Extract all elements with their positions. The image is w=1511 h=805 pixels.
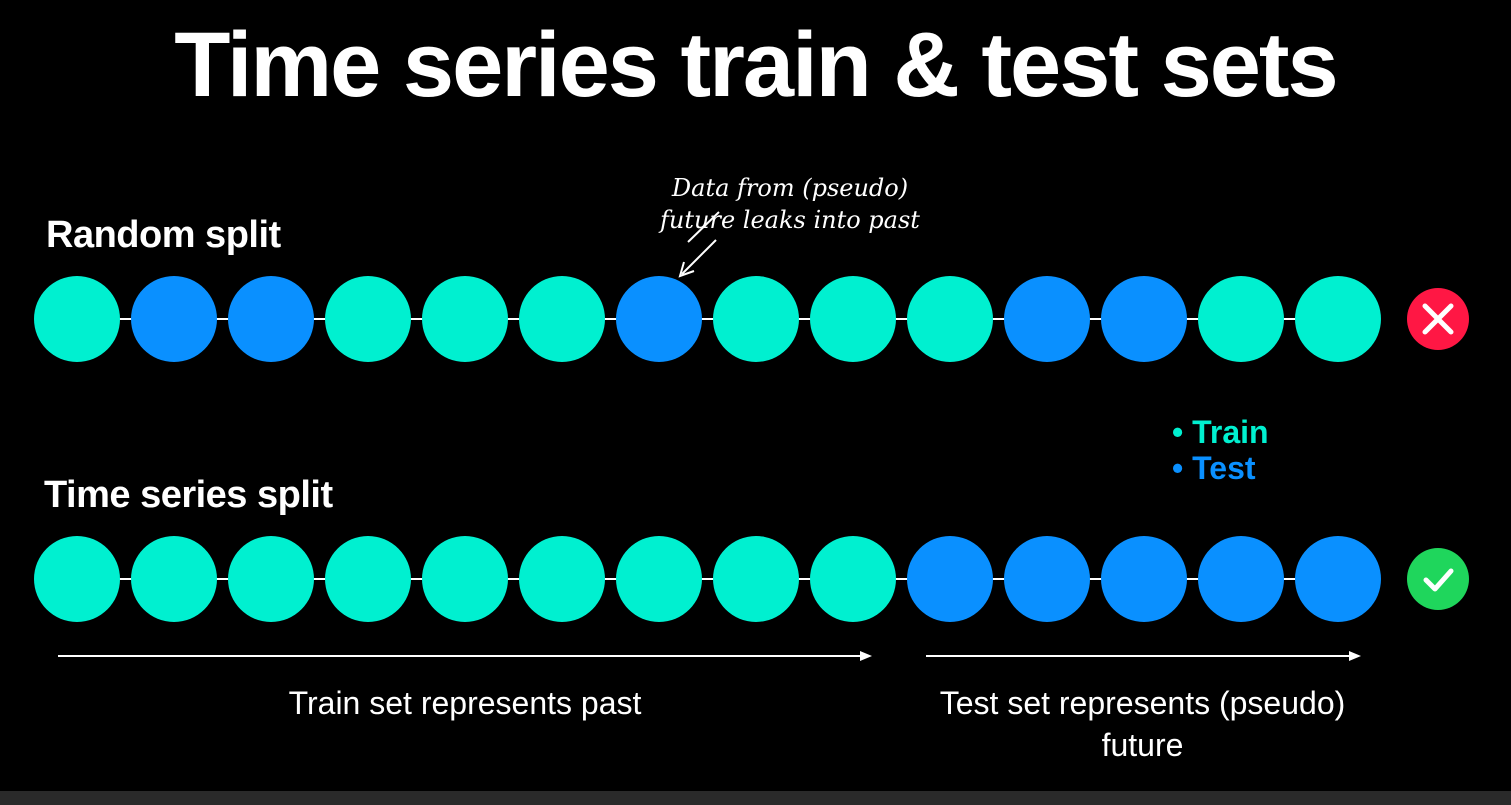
test-arrow-label: Test set represents (pseudo) future: [939, 685, 1346, 763]
legend-test: • Test: [1172, 450, 1256, 486]
train-arrow-head: [860, 651, 872, 661]
random-split-point-test: [131, 276, 217, 362]
correct-check-mark: [1423, 568, 1454, 592]
legend-test-label: Test: [1192, 450, 1256, 486]
correct-icon: [1407, 548, 1469, 610]
time-series-split-label: Time series split: [44, 474, 333, 516]
time-series-split-point-train: [810, 536, 896, 622]
time-series-split-point-train: [519, 536, 605, 622]
random-split-point-test: [228, 276, 314, 362]
time-series-split-point-train: [131, 536, 217, 622]
incorrect-icon: [1407, 288, 1469, 350]
random-split-point-train: [713, 276, 799, 362]
random-split-point-train: [810, 276, 896, 362]
test-period-arrow: [926, 651, 1361, 661]
random-split-point-train: [1295, 276, 1381, 362]
legend-train: • Train: [1172, 414, 1269, 450]
random-split-row: [34, 276, 1381, 362]
time-series-split-point-test: [1295, 536, 1381, 622]
leak-annotation-line-1: Data from (pseudo): [671, 174, 909, 202]
legend: • Train • Test: [1172, 414, 1269, 486]
leak-annotation-line-2: future leaks into past: [660, 206, 920, 234]
correct-badge: [1407, 548, 1469, 610]
random-split-point-train: [325, 276, 411, 362]
test-arrow-head: [1349, 651, 1361, 661]
random-split-point-train: [422, 276, 508, 362]
random-split-point-test: [1004, 276, 1090, 362]
time-series-split-point-train: [325, 536, 411, 622]
time-series-split-point-test: [1101, 536, 1187, 622]
leak-annotation-pointer: [681, 239, 717, 275]
random-split-point-train: [907, 276, 993, 362]
random-split-point-train: [1198, 276, 1284, 362]
time-series-split-point-test: [1004, 536, 1090, 622]
time-series-split-point-train: [422, 536, 508, 622]
random-split-label: Random split: [46, 214, 281, 256]
time-series-split-point-train: [34, 536, 120, 622]
random-split-point-train: [34, 276, 120, 362]
train-period-arrow: [58, 651, 872, 661]
legend-train-label: Train: [1192, 414, 1269, 450]
time-series-split-point-test: [1198, 536, 1284, 622]
leak-annotation: Data from (pseudo) future leaks into pas…: [640, 172, 940, 236]
leak-annotation-arrow-head: [678, 261, 695, 278]
leak-annotation-arrow-line: [687, 211, 720, 243]
slide-title: Time series train & test sets: [174, 14, 1338, 116]
time-series-split-row: [34, 536, 1381, 622]
time-series-split-point-test: [907, 536, 993, 622]
random-split-point-test: [1101, 276, 1187, 362]
random-split-point-test: [616, 276, 702, 362]
time-series-split-point-train: [616, 536, 702, 622]
incorrect-x-stroke-2: [1422, 303, 1454, 335]
bottom-bar: [0, 791, 1511, 805]
random-split-point-train: [519, 276, 605, 362]
train-arrow-label: Train set represents past: [288, 685, 642, 721]
time-series-split-point-train: [713, 536, 799, 622]
time-series-split-point-train: [228, 536, 314, 622]
